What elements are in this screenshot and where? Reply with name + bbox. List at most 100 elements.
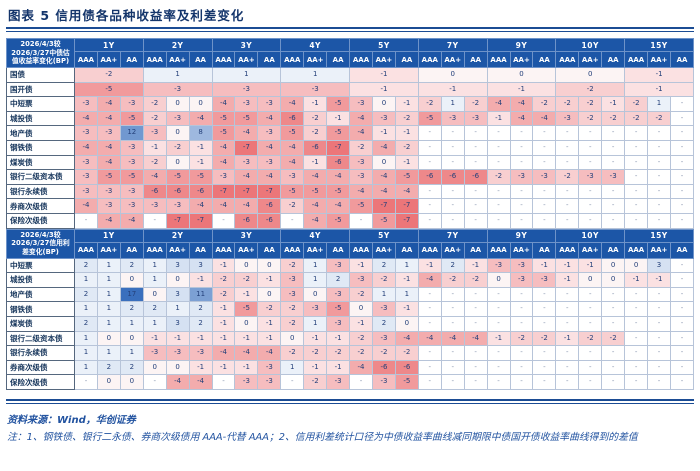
value-cell: -1 — [555, 257, 580, 274]
value-cell: -5 — [119, 169, 144, 185]
value-cell: -1 — [349, 81, 419, 98]
value-cell: -3 — [74, 125, 98, 141]
value-cell: -2 — [303, 374, 328, 390]
value-cell: 0 — [371, 154, 396, 171]
tenor-header: 5Y — [349, 228, 419, 243]
value-cell: -4 — [188, 110, 213, 127]
value-cell: 2 — [188, 301, 213, 317]
row-label: 煤炭债 — [6, 154, 75, 171]
value-cell: -3 — [96, 198, 121, 214]
value-cell: -1 — [211, 330, 236, 347]
value-cell: -4 — [371, 169, 396, 185]
row-label: 国债 — [6, 67, 75, 83]
tenor-header: 9Y — [486, 38, 557, 52]
value-cell: -3 — [142, 125, 167, 141]
value-cell: -3 — [440, 110, 465, 127]
value-cell: 1 — [96, 286, 121, 303]
value-cell: -7 — [188, 212, 213, 229]
value-cell: -5 — [96, 169, 121, 185]
value-cell: -4 — [119, 212, 144, 229]
rating-header: AA — [463, 241, 488, 259]
value-cell: -4 — [142, 169, 167, 185]
value-cell: -4 — [74, 110, 98, 127]
value-cell: - — [280, 374, 305, 390]
table-row: 券商次级债 1 2 2 0 0 -1 -1 -1 -3 1 -1 -1 -4 -6 -6- - - - - - - - - - -… — [6, 359, 695, 376]
value-cell: - — [578, 359, 603, 376]
value-cell: -3 — [257, 374, 282, 390]
value-cell: -4 — [394, 183, 419, 200]
value-cell: -2 — [463, 96, 488, 112]
value-cell: - — [463, 183, 488, 200]
value-cell: - — [509, 154, 534, 171]
value-cell: - — [211, 374, 236, 390]
rating-header: AAA — [211, 241, 236, 259]
tenor-header-row: 2026/4/3较 2026/3/27信用利 差变化(BP) 1Y 2Y 3Y 4Y 5Y 7Y… — [6, 228, 694, 259]
value-cell: -2 — [394, 345, 419, 361]
value-cell: -5 — [119, 110, 144, 127]
table-row: 银行二级资本债 -3 -5 -5 -4 -5 -5 -3 -4 -4 -3 -4 -4 -3 -4 -5 -6-… — [6, 169, 695, 185]
value-cell: -4 — [96, 139, 121, 156]
value-cell: - — [417, 198, 442, 214]
value-cell: -1 — [211, 315, 236, 332]
value-cell: -7 — [234, 139, 259, 156]
value-cell: -2 — [555, 81, 626, 98]
value-cell: - — [417, 139, 442, 156]
value-cell: - — [532, 212, 557, 229]
value-cell: 2 — [188, 315, 213, 332]
value-cell: -7 — [326, 139, 351, 156]
value-cell: -1 — [326, 110, 351, 127]
value-cell: 1 — [394, 286, 419, 303]
rating-header: AA+ — [647, 51, 671, 68]
value-cell: 1 — [74, 359, 98, 376]
row-label: 保险次级债 — [6, 212, 75, 229]
value-cell: -1 — [463, 257, 488, 274]
value-cell: -5 — [234, 301, 259, 317]
value-cell: -2 — [509, 330, 534, 347]
value-cell: 0 — [234, 315, 259, 332]
value-cell: -2 — [463, 272, 488, 288]
value-cell: -5 — [165, 169, 190, 185]
value-cell: - — [486, 125, 511, 141]
value-cell: -3 — [326, 286, 351, 303]
rating-header: AA — [188, 241, 213, 259]
value-cell: -3 — [371, 374, 396, 390]
value-cell: - — [417, 212, 442, 229]
value-cell: -6 — [280, 110, 305, 127]
value-cell: - — [555, 301, 580, 317]
value-cell: -5 — [280, 183, 305, 200]
value-cell: - — [463, 154, 488, 171]
row-label: 中短票 — [6, 257, 75, 274]
value-cell: -4 — [349, 359, 373, 376]
value-cell: -2 — [371, 345, 396, 361]
value-cell: - — [349, 374, 373, 390]
value-cell: -7 — [211, 183, 236, 200]
value-cell: -5 — [211, 110, 236, 127]
rating-header: AAA — [555, 51, 580, 68]
value-cell: - — [486, 139, 511, 156]
value-cell: -7 — [257, 183, 282, 200]
value-cell: 0 — [371, 96, 396, 112]
value-cell: - — [509, 374, 534, 390]
value-cell: - — [555, 315, 580, 332]
value-cell: - — [601, 183, 626, 200]
value-cell: 0 — [119, 272, 144, 288]
value-cell: - — [624, 286, 649, 303]
rating-header: AA+ — [96, 241, 121, 259]
value-cell: - — [578, 198, 603, 214]
rating-header: AAA — [349, 241, 373, 259]
value-cell: - — [440, 359, 465, 376]
value-cell: - — [601, 154, 626, 171]
value-cell: -1 — [234, 286, 259, 303]
table-row: 地产债 -3 -3 12 -3 0 8 -5 -4 -3 -5 -2 -5 -4 -1 -1- - - - - - - - -… — [6, 125, 695, 141]
value-cell: - — [624, 198, 649, 214]
value-cell: -3 — [257, 125, 282, 141]
value-cell: -5 — [349, 198, 373, 214]
value-cell: - — [601, 212, 626, 229]
value-cell: 1 — [211, 67, 282, 83]
rating-header: AA+ — [165, 241, 190, 259]
value-cell: - — [601, 125, 626, 141]
value-cell: - — [555, 212, 580, 229]
value-cell: -2 — [578, 330, 603, 347]
value-cell: 0 — [601, 257, 626, 274]
rating-header: AA+ — [234, 51, 259, 68]
